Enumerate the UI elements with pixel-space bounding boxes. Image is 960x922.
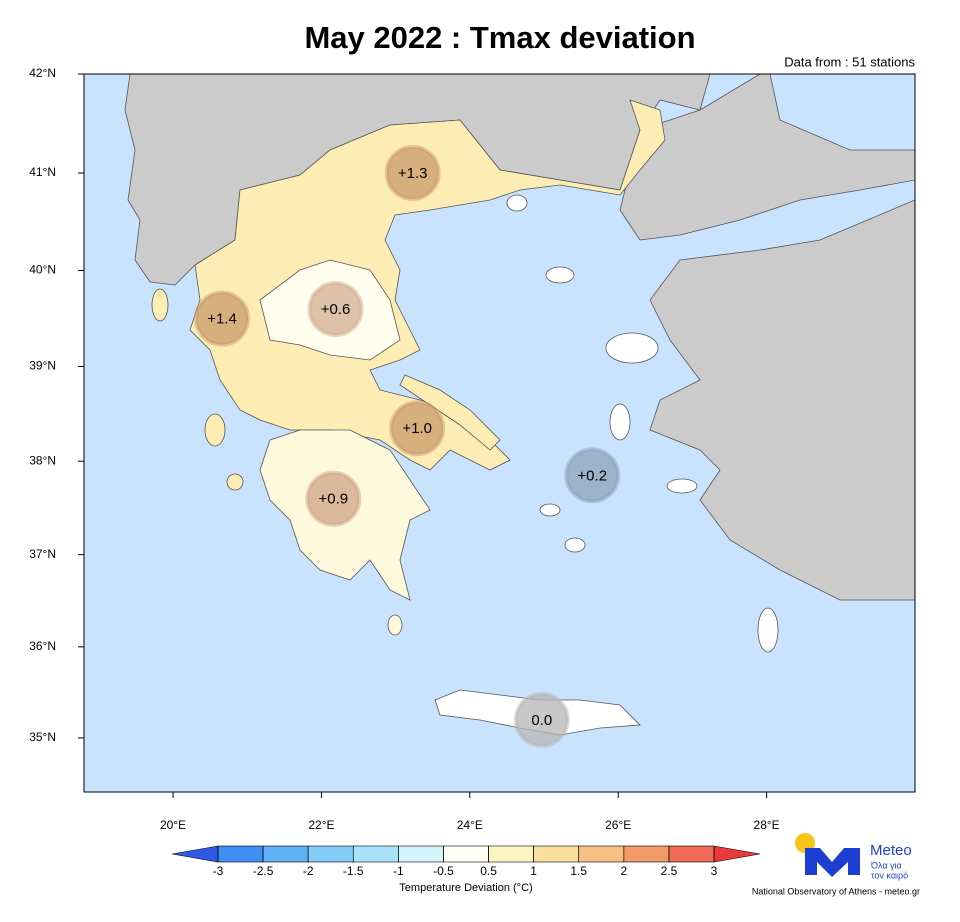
- anatolia: [649, 199, 915, 601]
- island: [539, 503, 561, 517]
- colorbar-label: -1: [393, 864, 404, 878]
- station-label: 0.0: [531, 712, 552, 729]
- axes: 20°E 22°E 24°E 26°E 28°E 35°N 36°N 37°N 38°N 39°N…: [29, 66, 779, 832]
- station-label: +0.9: [318, 491, 348, 508]
- island: [757, 607, 779, 653]
- island: [204, 413, 226, 447]
- colorbar-label: 0.5: [480, 864, 497, 878]
- station-label: +1.0: [402, 420, 432, 437]
- colorbar-label: 3: [711, 864, 718, 878]
- x-tick-label: 24°E: [457, 818, 483, 832]
- stations: +1.3 +1.4 +0.6 +1.0 +0.9 +0.2 0.0: [194, 144, 621, 748]
- x-tick-label: 20°E: [160, 818, 186, 832]
- y-tick-label: 41°N: [29, 165, 56, 179]
- island: [609, 403, 631, 441]
- island: [506, 194, 528, 212]
- colorbar-box: [307, 845, 354, 863]
- station-label: +0.6: [321, 301, 351, 318]
- colorbar-box: [262, 845, 309, 863]
- station-marker: [513, 691, 570, 748]
- x-tick-label: 22°E: [308, 818, 334, 832]
- station-marker: [307, 281, 364, 338]
- colorbar-label: -2: [303, 864, 314, 878]
- colorbar-label: 2: [620, 864, 627, 878]
- map-area: +1.3 +1.4 +0.6 +1.0 +0.9 +0.2 0.0: [84, 74, 915, 792]
- y-tick-label: 35°N: [29, 730, 56, 744]
- colorbar-box: [217, 845, 264, 863]
- colorbar-box: [578, 845, 625, 863]
- colorbar-label: -2.5: [253, 864, 274, 878]
- logo-tagline: Όλα για: [870, 860, 902, 870]
- island: [564, 537, 586, 553]
- station-marker: [564, 447, 621, 504]
- x-tick-label: 28°E: [754, 818, 780, 832]
- station-marker: [194, 290, 251, 347]
- y-tick-label: 39°N: [29, 359, 56, 373]
- station-marker: [389, 400, 446, 457]
- island: [605, 332, 659, 364]
- colorbar-box: [398, 845, 444, 863]
- colorbar-box: [668, 845, 715, 863]
- island: [226, 473, 244, 491]
- map-title: May 2022 : Tmax deviation: [304, 20, 695, 55]
- colorbar-label: 2.5: [661, 864, 678, 878]
- evia: [399, 374, 501, 451]
- colorbar: -3 -2.5 -2 -1.5 -1 -0.5 0.5 1 1.5 2 2.5 3: [171, 845, 761, 878]
- station-label: +0.2: [577, 467, 607, 484]
- island: [151, 288, 169, 322]
- island: [387, 614, 403, 636]
- colorbar-extend: [713, 845, 761, 863]
- island: [545, 266, 575, 284]
- y-tick-label: 40°N: [29, 263, 56, 277]
- colorbar-label: Temperature Deviation (°C): [399, 882, 532, 894]
- x-tick-label: 26°E: [605, 818, 631, 832]
- y-tick-label: 37°N: [29, 547, 56, 561]
- mainland: [189, 99, 666, 471]
- thrace: [619, 74, 915, 241]
- colorbar-label: -1.5: [343, 864, 364, 878]
- station-label: +1.3: [398, 165, 428, 182]
- colorbar-label: 1: [530, 864, 537, 878]
- logo-credit: National Observatory of Athens - meteo.g…: [752, 886, 920, 896]
- y-tick-label: 42°N: [29, 66, 56, 80]
- colorbar-extend: [171, 845, 219, 863]
- logo-name: Meteo: [870, 842, 912, 859]
- logo-tagline: τον καιρό: [871, 870, 908, 880]
- island: [666, 478, 698, 494]
- y-tick-label: 38°N: [29, 453, 56, 467]
- station-marker: [305, 470, 362, 527]
- colorbar-box: [623, 845, 670, 863]
- colorbar-label: 1.5: [570, 864, 587, 878]
- logo: Meteo Όλα για τον καιρό National Observa…: [752, 833, 920, 896]
- station-marker: [384, 144, 441, 201]
- colorbar-label: -3: [213, 864, 224, 878]
- y-tick-label: 36°N: [29, 639, 56, 653]
- colorbar-box: [488, 845, 534, 863]
- logo-m: [805, 848, 860, 877]
- subtitle: Data from : 51 stations: [784, 54, 915, 69]
- colorbar-box: [533, 845, 580, 863]
- colorbar-box: [443, 845, 489, 863]
- colorbar-box: [352, 845, 399, 863]
- colorbar-label: -0.5: [433, 864, 454, 878]
- station-label: +1.4: [207, 311, 237, 328]
- map-frame: [83, 73, 916, 793]
